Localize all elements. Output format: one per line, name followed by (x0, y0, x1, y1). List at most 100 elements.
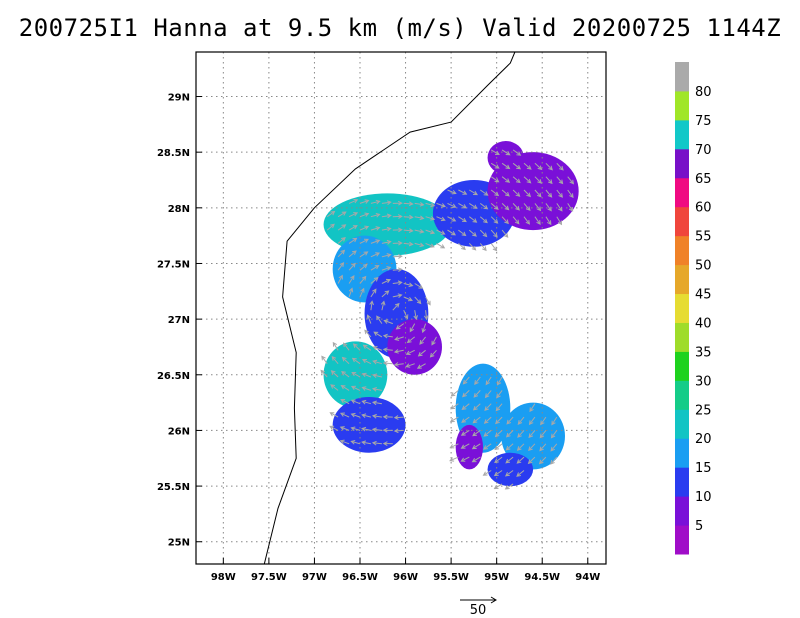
wind-vector (392, 254, 403, 259)
wind-vector (534, 162, 543, 171)
wind-vector (361, 399, 372, 405)
wind-vector (484, 390, 492, 399)
color-bar-label: 45 (695, 288, 712, 303)
color-bar-swatch (675, 351, 689, 381)
wind-vector (534, 189, 542, 198)
wind-vector (512, 216, 520, 225)
wind-vector (523, 216, 531, 225)
color-bar-label: 5 (695, 519, 703, 534)
color-bar-label: 20 (695, 432, 712, 447)
wind-vector (337, 211, 347, 218)
wind-vector (359, 251, 369, 258)
wind-vector (425, 242, 435, 248)
wind-vector (501, 162, 511, 170)
y-axis-ticks: 25N 25.5N 26N 26.5N 27N 27.5N 28N 28.5N 29N (157, 93, 202, 549)
wind-vector (450, 390, 459, 397)
wind-vector (382, 414, 393, 420)
color-bar-swatch (675, 467, 689, 497)
wind-vector (450, 403, 459, 410)
wind-vector (359, 238, 369, 244)
wind-vector (359, 275, 367, 284)
wind-vector (380, 300, 386, 311)
wind-vector (469, 216, 478, 223)
wind-vector (329, 412, 339, 418)
wind-vector (370, 265, 380, 271)
wind-vector (331, 356, 339, 365)
wind-vector (425, 229, 436, 235)
wind-vector (372, 359, 383, 365)
wind-vector (405, 349, 415, 355)
wind-vector (529, 403, 536, 413)
wind-vector (340, 399, 350, 405)
wind-vector (337, 249, 346, 258)
wind-vector (381, 239, 392, 245)
wind-vector (395, 323, 404, 330)
wind-vector (337, 224, 347, 231)
wind-vector (458, 202, 468, 209)
wind-vector (431, 336, 437, 346)
wind-vector (350, 412, 361, 418)
wind-vector (528, 443, 536, 452)
wind-vector (393, 349, 404, 354)
wind-vector (496, 376, 503, 386)
wind-vector (495, 416, 503, 425)
wind-vector (403, 201, 414, 207)
color-bar-swatch (675, 438, 689, 468)
wind-vector (483, 430, 492, 437)
wind-vector (361, 440, 371, 445)
wind-vector (490, 149, 500, 156)
wind-vector (468, 243, 477, 251)
wind-vector (540, 416, 547, 426)
wind-vector (359, 199, 370, 204)
wind-vector (376, 315, 383, 324)
wind-vector (512, 189, 521, 197)
wind-vector (425, 202, 436, 208)
wind-vector (506, 416, 514, 425)
wind-vector (320, 369, 328, 378)
wind-vector (523, 203, 531, 211)
color-bar-label: 35 (695, 345, 712, 360)
wind-vector (351, 357, 361, 365)
wind-vector (461, 416, 470, 423)
wind-vector (371, 427, 382, 433)
wind-vector (381, 253, 392, 258)
wind-vector (479, 203, 489, 210)
color-bar-label: 15 (695, 461, 712, 476)
color-bar-swatch (675, 119, 689, 150)
wind-vector (458, 189, 468, 195)
wind-vector (479, 229, 488, 238)
wind-vector (414, 202, 425, 207)
x-axis-ticks: 98W 97.5W 97W 96.5W 96W 95.5W 95W 94.5W 94W (211, 558, 600, 583)
wind-vector (392, 280, 403, 286)
wind-vector (366, 314, 372, 324)
lat-lon-grid (196, 52, 606, 564)
y-tick-label: 29N (168, 93, 190, 104)
wind-vector (472, 416, 481, 424)
wind-vector (512, 203, 520, 211)
reference-vector-label: 50 (470, 603, 487, 618)
wind-vector (436, 202, 446, 208)
wind-vector (545, 189, 553, 198)
coastline-path (263, 52, 516, 564)
wind-vector (414, 242, 425, 248)
wind-vector (321, 355, 328, 364)
wind-vector (512, 149, 522, 156)
wind-vector (493, 483, 503, 490)
wind-vector (505, 456, 514, 464)
color-bar-label: 60 (695, 201, 712, 216)
wind-vector (326, 223, 335, 231)
wind-vector (495, 403, 503, 412)
wind-vector (381, 290, 390, 298)
chart-title: 200725I1 Hanna at 9.5 km (m/s) Valid 202… (18, 14, 782, 42)
wind-vector (381, 200, 392, 205)
wind-vector (370, 199, 381, 205)
wind-vector (472, 429, 481, 437)
wind-vector (393, 428, 404, 434)
wind-region (487, 452, 534, 487)
wind-vector (539, 430, 547, 439)
wind-vector (479, 216, 488, 224)
x-tick-label: 97W (302, 572, 327, 583)
color-bar-swatch (675, 264, 689, 295)
color-bar-swatch (675, 90, 689, 121)
